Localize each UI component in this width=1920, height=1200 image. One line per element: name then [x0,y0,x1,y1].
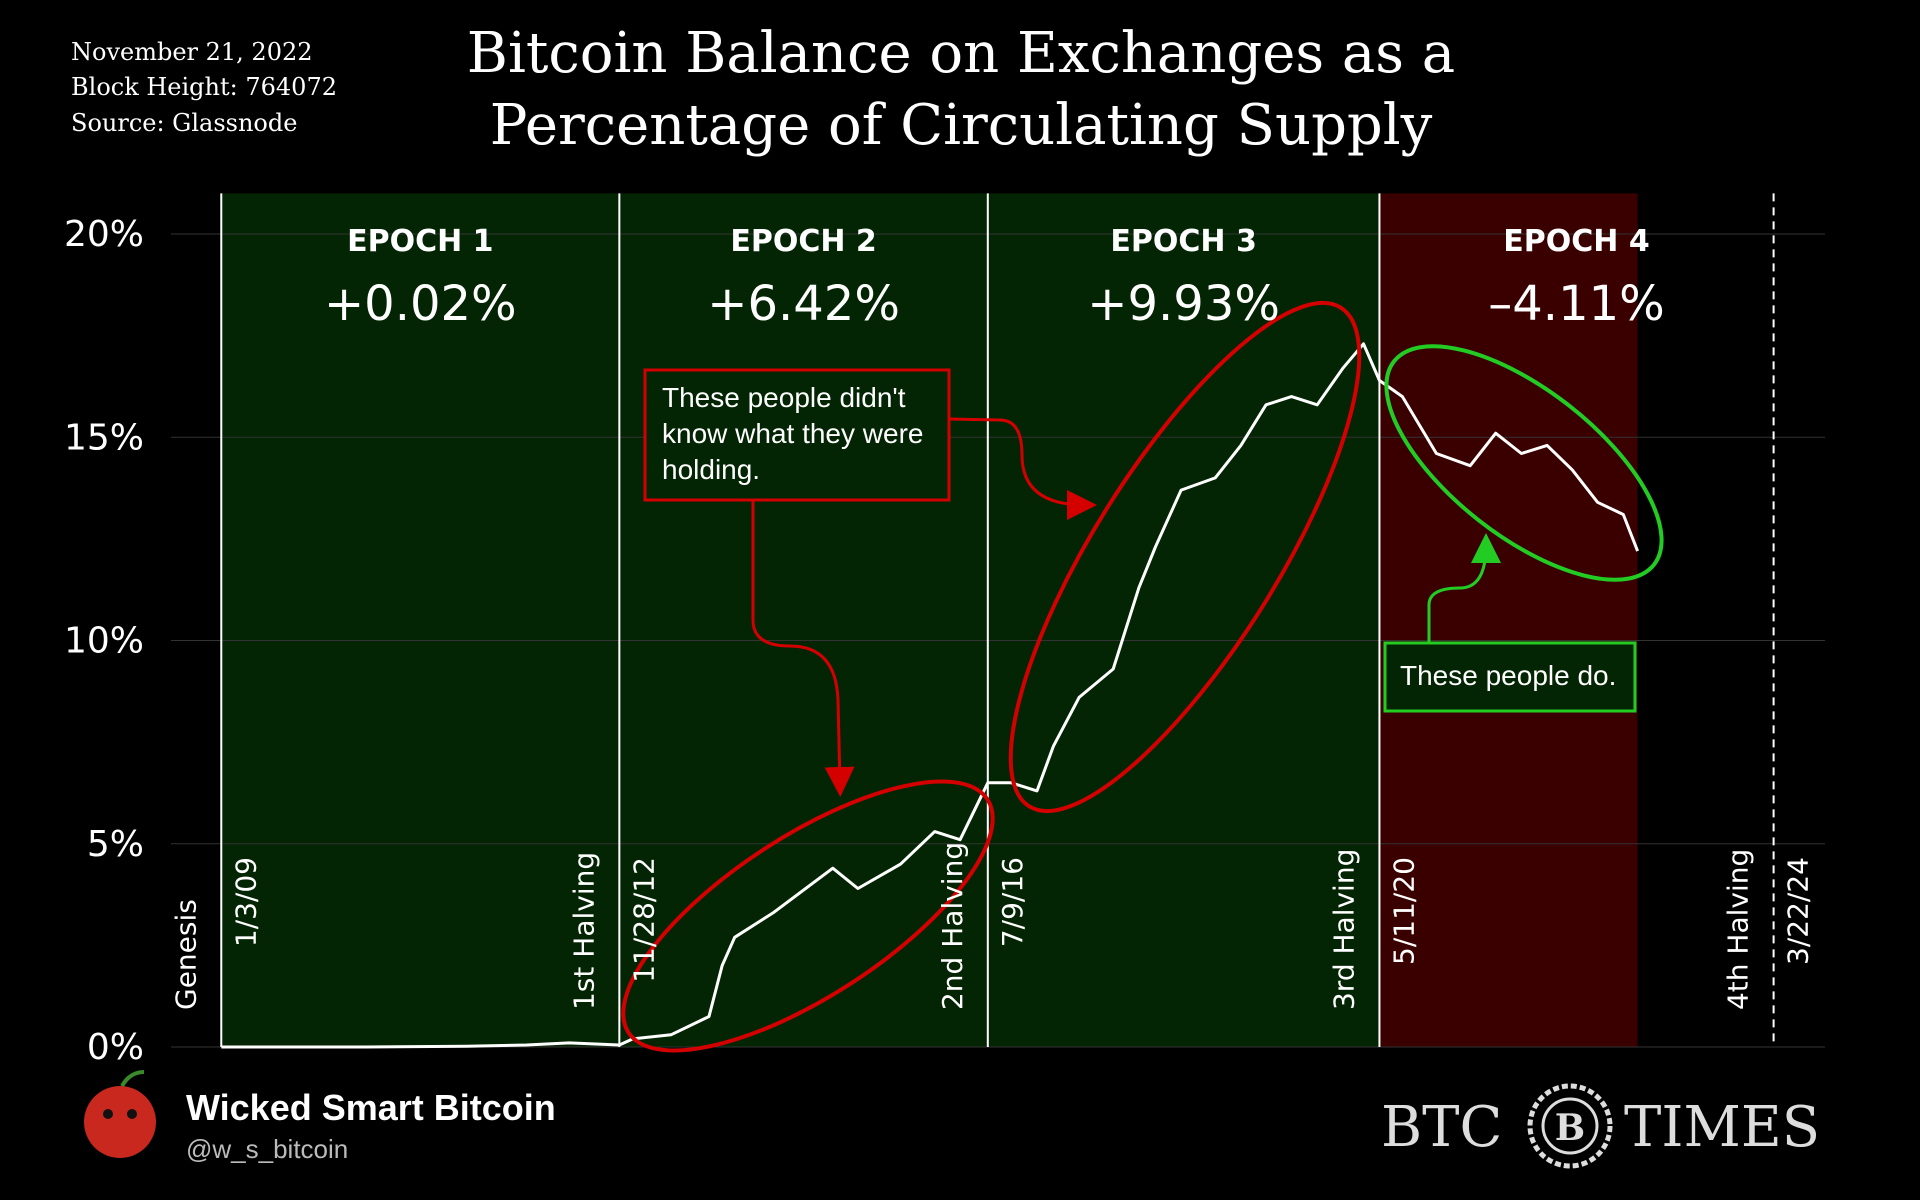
arrow [1427,533,1501,643]
event-label: Genesis [169,899,202,1010]
y-tick-label: 20% [64,214,144,255]
arrow [948,417,1097,520]
event-date: 1/3/09 [229,857,262,947]
data-line [221,342,1639,1049]
avatar-eye [127,1109,137,1119]
epoch-region [619,193,988,1047]
series [221,342,1639,1049]
logo-ring [1527,1083,1613,1169]
date: November 21, 2022 [71,38,313,66]
block-height: Block Height: 764072 [71,73,337,101]
callouts [621,300,1664,1053]
event-markers [220,193,1775,1047]
avatar-eye [103,1109,113,1119]
highlight-ellipse [1008,300,1362,814]
highlight-ellipse [1384,344,1664,582]
labels: EPOCH 1 +0.02% EPOCH 2 +6.42% EPOCH 3 +9.93% E… [64,214,1815,1068]
event-date: 11/28/12 [627,857,660,983]
callout-box [643,368,951,502]
logo-mark: B [1555,1107,1585,1149]
y-tick-label: 15% [64,417,144,458]
event-date: 7/9/16 [996,857,1029,947]
epoch-name: EPOCH 3 [1110,224,1256,259]
handle: @w_s_bitcoin [186,1134,348,1164]
logo-ring [1541,1097,1599,1155]
avatar [84,1086,156,1158]
arrow [751,500,855,797]
epoch-region [221,193,620,1047]
regions [221,193,1638,1047]
footer: Wicked Smart Bitcoin @w_s_bitcoin BTC B … [84,1070,1820,1169]
logo-text: TIMES [1624,1095,1820,1160]
event-label: 4th Halving [1722,849,1755,1010]
logo-text: BTC [1381,1095,1502,1160]
chart-title: Bitcoin Balance on Exchanges as a Percen… [466,21,1456,158]
event-date: 5/11/20 [1387,857,1420,965]
grid [171,233,1825,1048]
highlight-ellipse [621,779,995,1053]
epoch-region [1379,193,1638,1047]
epoch-name: EPOCH 1 [347,224,493,259]
event-label: 1st Halving [567,852,600,1010]
epoch-change: –4.11% [1488,276,1664,332]
epoch-name: EPOCH 2 [730,224,876,259]
epoch-change: +9.93% [1087,276,1280,332]
epoch-name: EPOCH 4 [1503,224,1649,259]
annotation: These people do. [1400,660,1617,691]
event-label: 2nd Halving [936,842,969,1010]
epoch-change: +0.02% [324,276,517,332]
event-label: 3rd Halving [1327,849,1360,1010]
annotation: These people didn't know what they were … [662,382,924,485]
source: Source: Glassnode [71,109,298,137]
y-tick-label: 0% [87,1027,144,1068]
epoch-region [987,193,1380,1047]
callout-box [1383,641,1637,713]
y-tick-label: 5% [87,824,144,865]
event-date: 3/22/24 [1782,857,1815,965]
author: Wicked Smart Bitcoin [186,1087,556,1128]
y-tick-label: 10% [64,621,144,662]
avatar-leaf [120,1070,145,1088]
epoch-change: +6.42% [707,276,900,332]
